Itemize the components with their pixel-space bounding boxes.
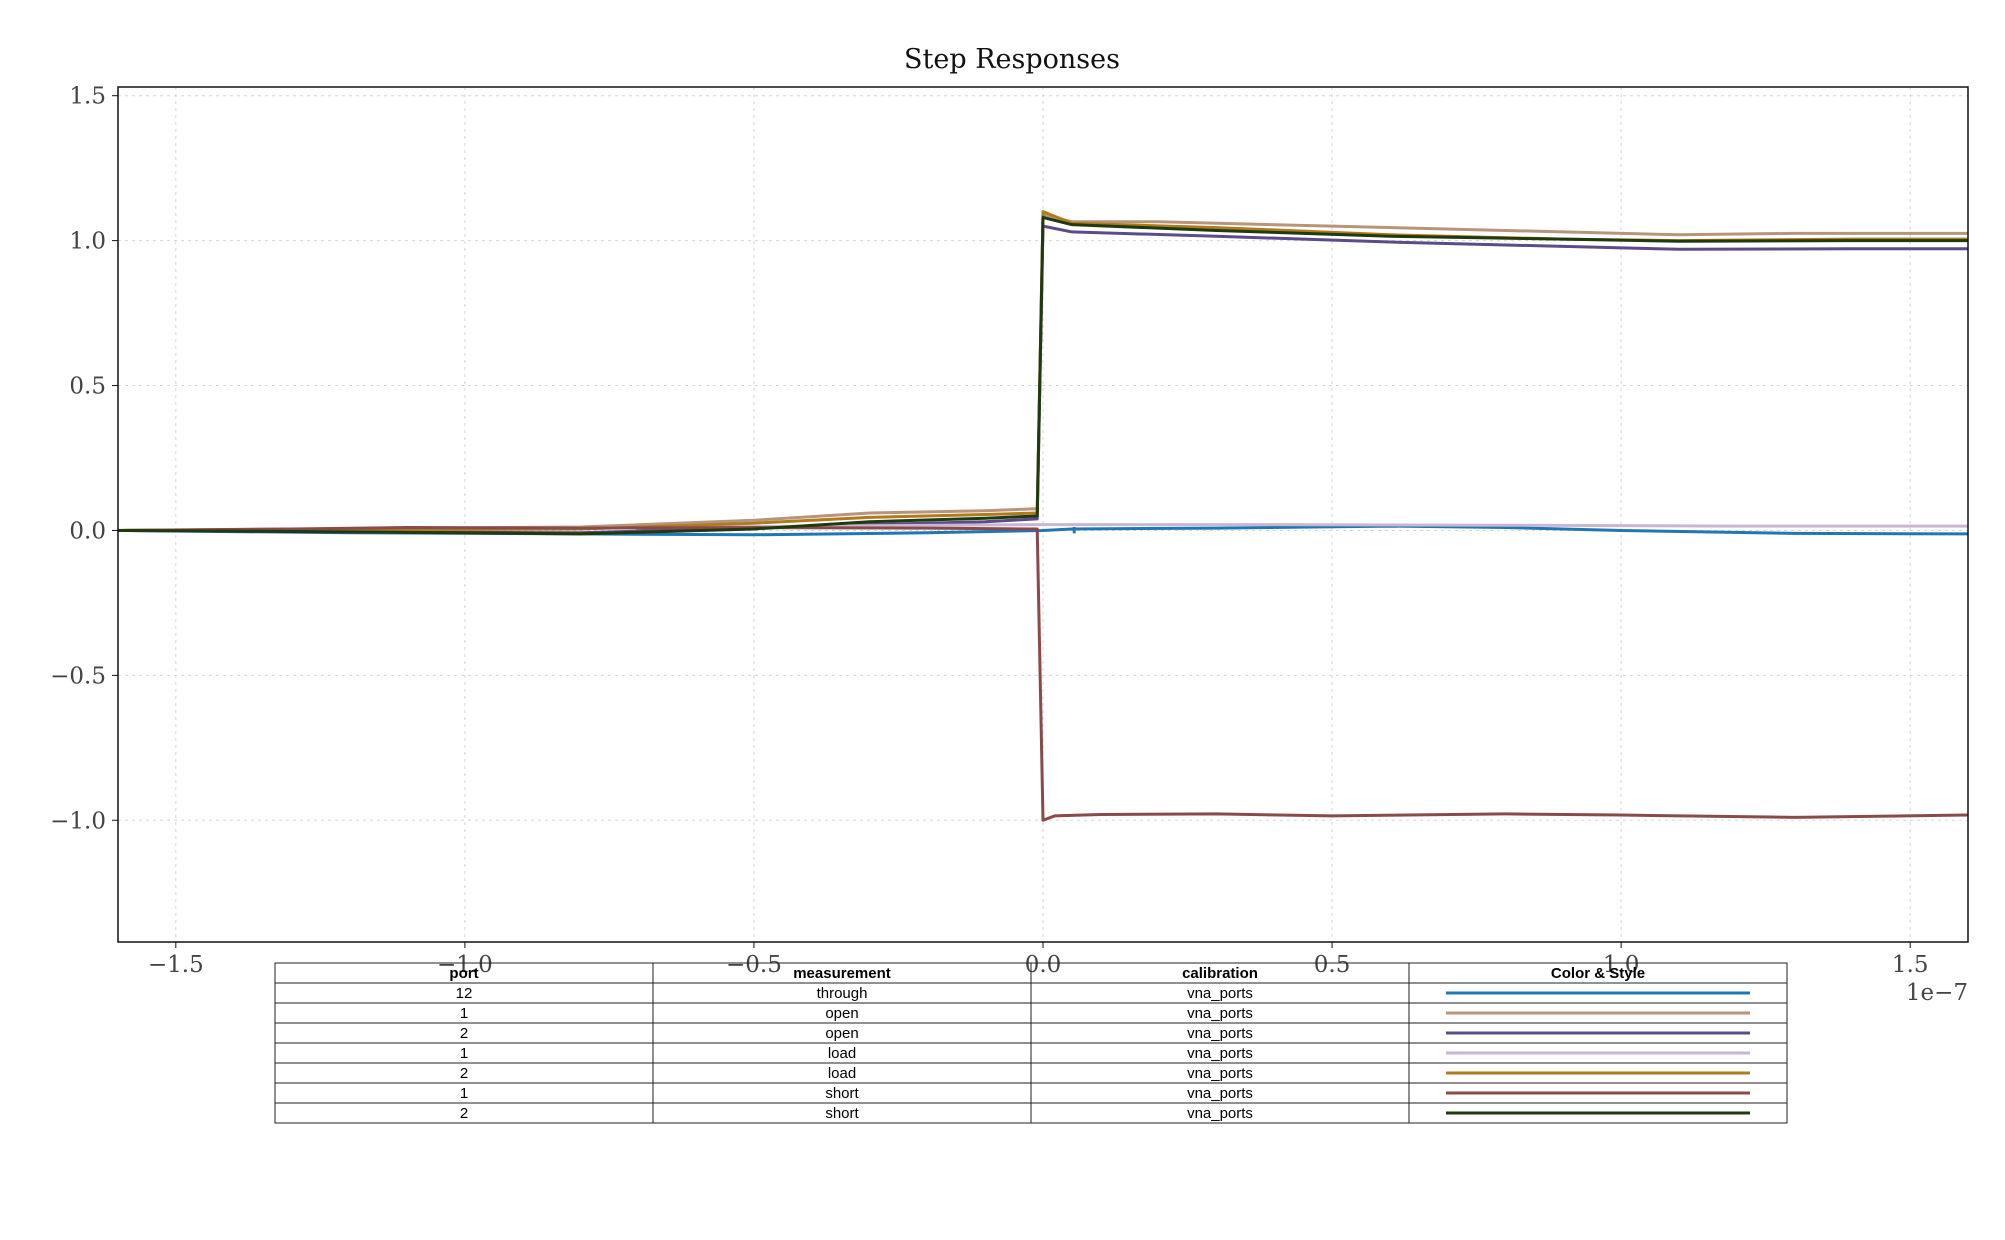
table-cell-port: 1 (460, 1005, 468, 1022)
table-cell-calibration: vna_ports (1187, 1025, 1253, 1042)
chart-title: Step Responses (904, 44, 1120, 75)
x-tick-label: −1.0 (437, 952, 493, 978)
x-offset-label: 1e−7 (1906, 980, 1968, 1006)
y-tick-label: 0.0 (69, 518, 106, 544)
table-cell-calibration: vna_ports (1187, 1105, 1253, 1122)
series-line-6 (117, 526, 1969, 822)
series-layer (117, 210, 1969, 822)
y-tick-label: −1.0 (50, 808, 106, 834)
table-cell-port: 12 (456, 985, 473, 1002)
table-cell-measurement: open (825, 1005, 858, 1022)
series-line-7 (117, 215, 1968, 536)
table-cell-port: 2 (460, 1065, 468, 1082)
table-header-cell: port (449, 965, 478, 982)
table-cell-calibration: vna_ports (1187, 985, 1253, 1002)
table-cell-calibration: vna_ports (1187, 1005, 1253, 1022)
y-tick-label: 0.5 (69, 374, 106, 400)
table-header-cell: Color & Style (1551, 965, 1645, 982)
table-cell-port: 2 (460, 1105, 468, 1122)
table-cell-measurement: through (817, 985, 868, 1002)
table-cell-measurement: short (825, 1085, 859, 1102)
legend-table: port measurement calibration Color & Style 1… (274, 962, 1788, 1124)
table-cell-calibration: vna_ports (1187, 1085, 1253, 1102)
table-cell-port: 1 (460, 1045, 468, 1062)
y-tick-label: 1.5 (69, 84, 106, 110)
table-cell-calibration: vna_ports (1187, 1045, 1253, 1062)
y-tick-label: 1.0 (69, 229, 106, 255)
x-tick-label: 1.0 (1603, 952, 1640, 978)
x-tick-label: −0.5 (726, 952, 782, 978)
table-cell-measurement: open (825, 1025, 858, 1042)
x-tick-label: 0.0 (1025, 952, 1062, 978)
x-tick-label: 0.5 (1314, 952, 1351, 978)
table-cell-port: 1 (460, 1085, 468, 1102)
table-cell-measurement: load (828, 1045, 856, 1062)
table-cell-calibration: vna_ports (1187, 1065, 1253, 1082)
table-header-cell: measurement (793, 965, 891, 982)
x-tick-label: −1.5 (148, 952, 204, 978)
x-tick-label: 1.5 (1892, 952, 1929, 978)
y-tick-label: −0.5 (50, 663, 106, 689)
table-cell-measurement: short (825, 1105, 859, 1122)
table-header-cell: calibration (1182, 965, 1258, 982)
table-cell-port: 2 (460, 1025, 468, 1042)
table-cell-measurement: load (828, 1065, 856, 1082)
tick-layer: −1.5 −1.0 −0.5 0.0 0.5 1.0 1.5 1.5 1.0 0.5 0.0 −0.5… (50, 84, 1928, 978)
